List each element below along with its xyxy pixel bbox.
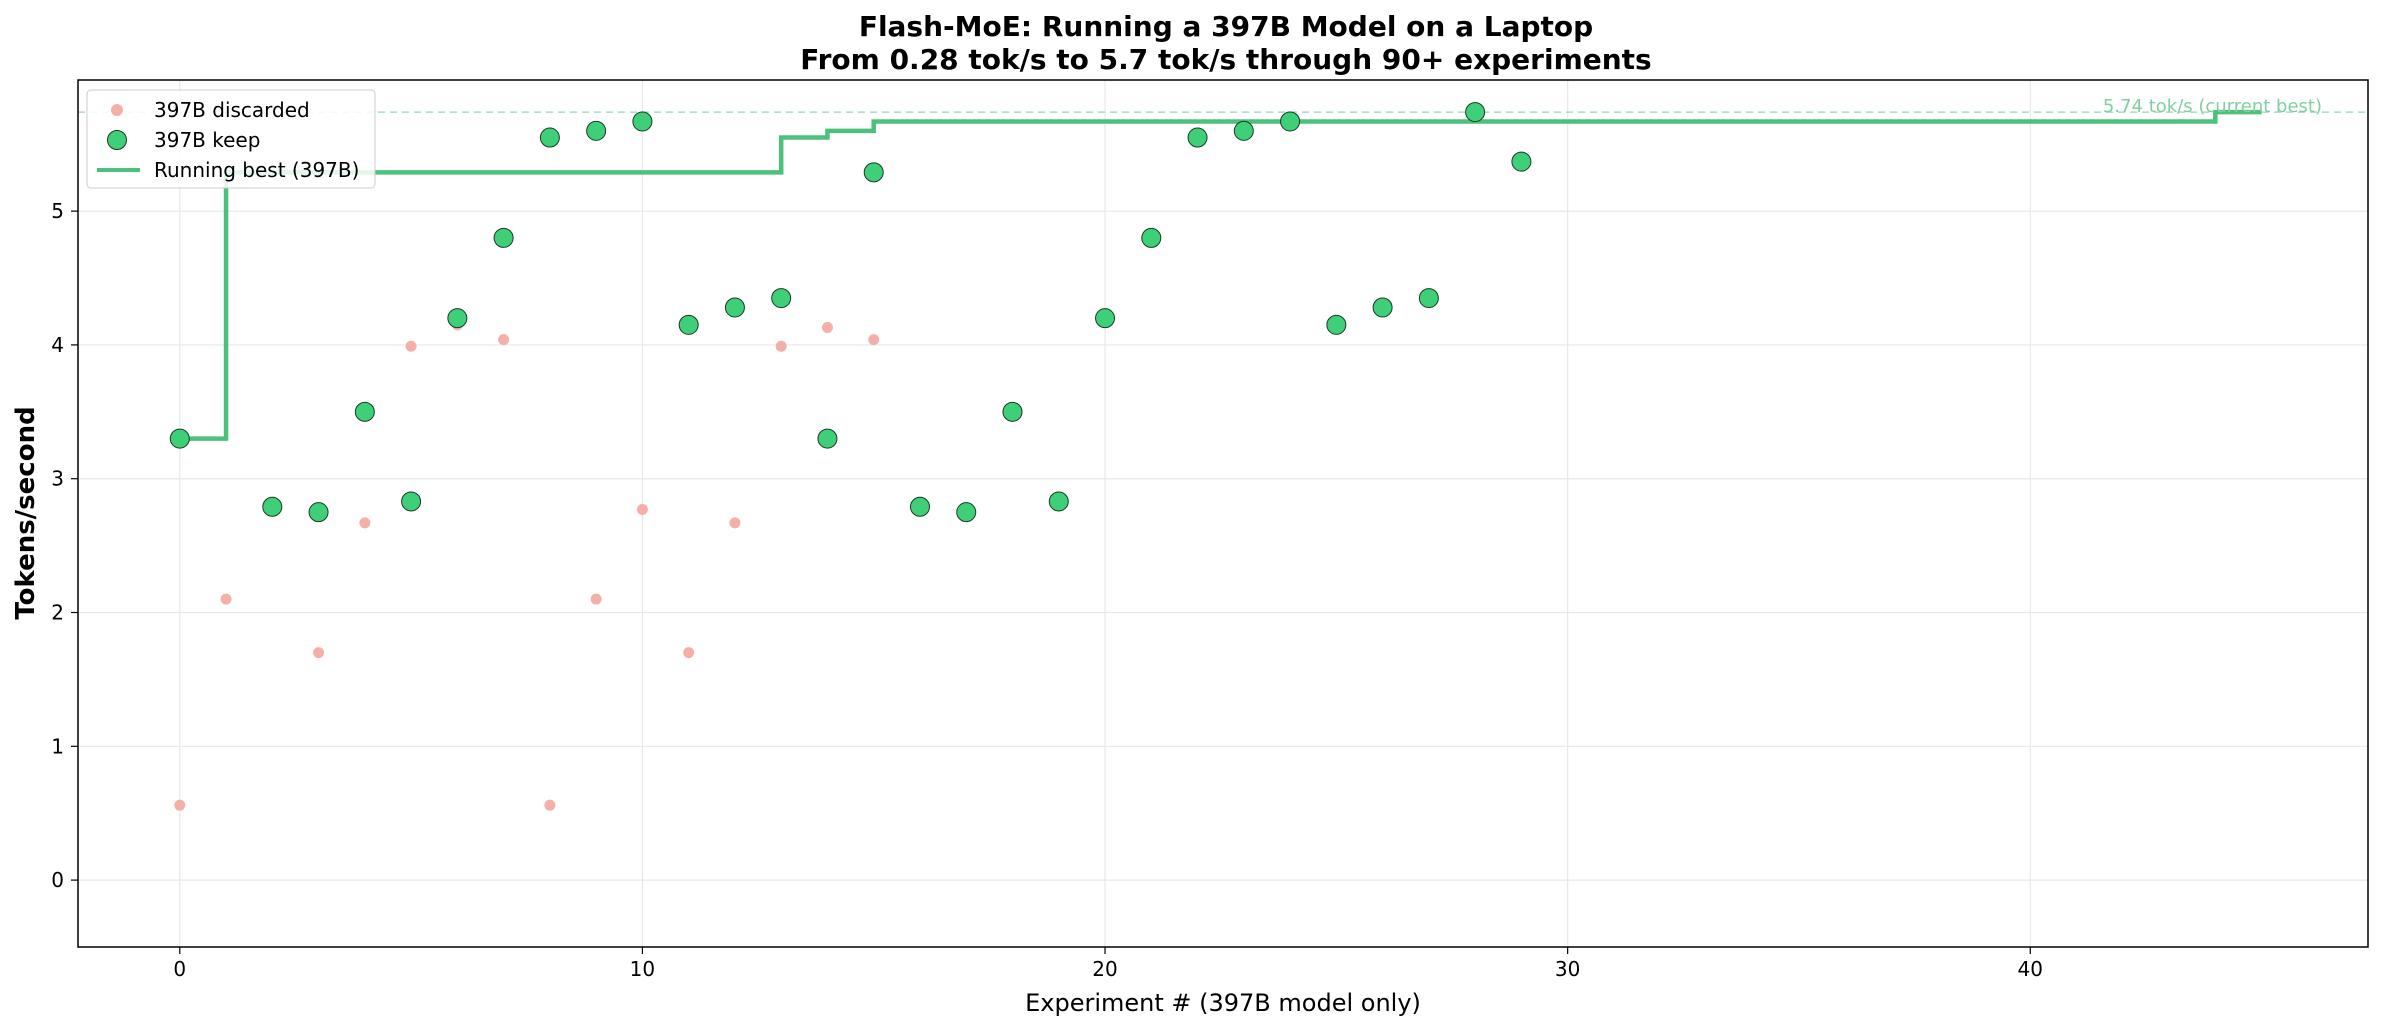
keep-point <box>1465 102 1486 123</box>
keep-point <box>493 227 514 248</box>
keep-point <box>1326 314 1347 335</box>
discarded-point <box>775 340 787 352</box>
grid <box>78 80 2368 947</box>
keep-point <box>1280 111 1301 132</box>
keep-point <box>354 401 375 422</box>
x-tick-label: 10 <box>630 957 655 981</box>
keep-series <box>169 102 1532 523</box>
y-tick-label: 2 <box>51 601 64 625</box>
discarded-point <box>174 799 186 811</box>
legend-running-best-label: Running best (397B) <box>154 158 359 182</box>
discarded-point <box>821 322 833 334</box>
x-tick-label: 20 <box>1092 957 1117 981</box>
running-best-series <box>179 109 2262 441</box>
discarded-point <box>359 517 371 529</box>
running-best-line <box>179 109 2262 441</box>
keep-point <box>1187 127 1208 148</box>
discarded-point <box>544 799 556 811</box>
keep-point <box>262 496 283 517</box>
discarded-point <box>729 517 741 529</box>
y-axis-ticks: 0 1 2 3 4 5 <box>51 199 78 892</box>
y-tick-label: 3 <box>51 467 64 491</box>
legend-discarded-label: 397B discarded <box>154 98 310 122</box>
keep-point <box>724 297 745 318</box>
keep-point <box>863 162 884 183</box>
keep-point <box>1048 491 1069 512</box>
legend: 397B discarded 397B keep Running best (3… <box>86 89 376 189</box>
legend-box <box>86 89 376 189</box>
keep-point <box>308 502 329 523</box>
discarded-point <box>636 503 648 515</box>
keep-point <box>909 496 930 517</box>
keep-point <box>586 120 607 141</box>
legend-keep-marker <box>107 130 127 150</box>
discarded-point <box>498 334 510 346</box>
discarded-point <box>313 647 325 659</box>
keep-point <box>817 428 838 449</box>
keep-point <box>1511 151 1532 172</box>
chart-subtitle: From 0.28 tok/s to 5.7 tok/s through 90+… <box>800 43 1651 76</box>
keep-point <box>1372 297 1393 318</box>
x-tick-label: 30 <box>1555 957 1580 981</box>
x-tick-label: 0 <box>173 957 186 981</box>
discarded-point <box>868 334 880 346</box>
x-tick-label: 40 <box>2018 957 2043 981</box>
discarded-point <box>683 647 695 659</box>
keep-point <box>401 491 422 512</box>
legend-keep-label: 397B keep <box>154 128 260 152</box>
y-tick-label: 5 <box>51 199 64 223</box>
plot-frame <box>77 79 2369 948</box>
keep-point <box>1002 401 1023 422</box>
keep-point <box>1418 288 1439 309</box>
keep-point <box>539 127 560 148</box>
keep-point <box>1141 227 1162 248</box>
discarded-point <box>590 593 602 605</box>
keep-point <box>1095 308 1116 329</box>
legend-discarded-marker <box>111 104 123 116</box>
best-annotation: 5.74 tok/s (current best) <box>2103 96 2322 117</box>
discarded-point <box>220 593 232 605</box>
x-axis-ticks: 0 10 20 30 40 <box>173 947 2043 981</box>
keep-point <box>447 308 468 329</box>
x-axis-label: Experiment # (397B model only) <box>1025 989 1421 1017</box>
y-tick-label: 1 <box>51 734 64 758</box>
y-axis-label: Tokens/second <box>11 406 41 619</box>
y-tick-label: 4 <box>51 333 64 357</box>
keep-point <box>678 314 699 335</box>
chart-title: Flash-MoE: Running a 397B Model on a Lap… <box>859 10 1593 43</box>
keep-point <box>169 428 190 449</box>
keep-point <box>632 111 653 132</box>
discarded-point <box>405 340 417 352</box>
y-tick-label: 0 <box>51 868 64 892</box>
keep-point <box>956 502 977 523</box>
keep-point <box>1233 120 1254 141</box>
keep-point <box>771 288 792 309</box>
